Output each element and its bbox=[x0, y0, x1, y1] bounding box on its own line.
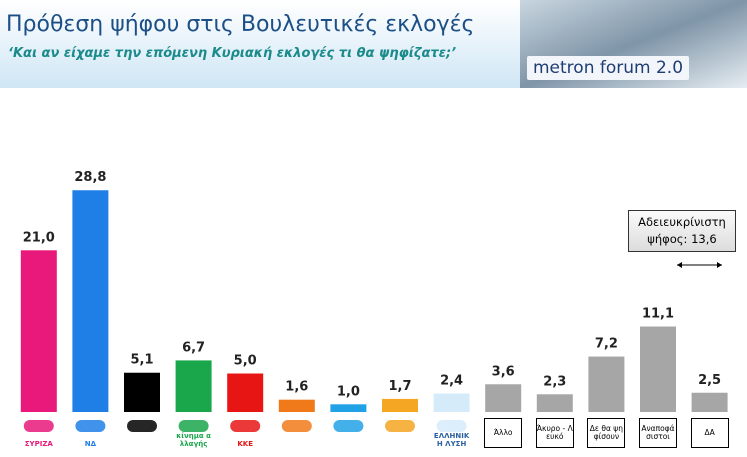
category-label: ΕΛΛΗΝΙΚΗ ΛΥΣΗ bbox=[433, 432, 470, 448]
value-label: 2,5 bbox=[698, 373, 721, 388]
party-logo bbox=[333, 420, 364, 432]
category-label: Δε θα ψηφίσουν bbox=[587, 418, 626, 448]
category-label: Αναποφάσιστοι bbox=[639, 418, 677, 448]
header-band bbox=[0, 0, 520, 88]
value-label: 2,4 bbox=[440, 374, 463, 389]
annotation-line: Αδειευκρίνιστη bbox=[638, 215, 726, 229]
bar bbox=[175, 360, 212, 412]
category-label: ΣΥΡΙΖΑ bbox=[24, 440, 53, 448]
category-label: κίνημα αλλαγής bbox=[176, 432, 211, 448]
bar bbox=[485, 384, 522, 412]
bar bbox=[536, 394, 573, 412]
value-label: 7,2 bbox=[595, 337, 618, 352]
party-logo bbox=[127, 420, 157, 432]
party-logo bbox=[385, 420, 415, 432]
party-logo bbox=[230, 420, 261, 432]
value-label: 1,7 bbox=[388, 379, 411, 394]
brand: metron forum 2.0 bbox=[527, 56, 690, 80]
value-label: 28,8 bbox=[74, 170, 106, 185]
value-label: 2,3 bbox=[543, 374, 566, 389]
value-label: 6,7 bbox=[182, 340, 205, 355]
chart-subtitle: ‘Και αν είχαμε την επόμενη Κυριακή εκλογ… bbox=[8, 46, 457, 61]
value-label: 11,1 bbox=[642, 307, 674, 322]
bar bbox=[691, 392, 728, 412]
category-label: ΔΑ bbox=[690, 418, 729, 448]
value-label: 5,0 bbox=[234, 354, 257, 369]
party-logo bbox=[178, 420, 209, 432]
bar bbox=[278, 399, 315, 412]
annotation: Αδειευκρίνιστη ψήφος: 13,6 bbox=[628, 210, 736, 252]
bar bbox=[124, 372, 160, 412]
bar bbox=[20, 250, 57, 412]
bar bbox=[72, 190, 109, 412]
category-label: ΝΔ bbox=[84, 440, 97, 448]
value-label: 21,0 bbox=[23, 230, 55, 245]
annotation-line: ψήφος: 13,6 bbox=[647, 232, 717, 246]
bar bbox=[640, 326, 676, 412]
party-logo bbox=[281, 420, 312, 432]
bar bbox=[382, 398, 418, 412]
party-logo bbox=[75, 420, 106, 432]
bar bbox=[588, 356, 625, 412]
arrow-heads bbox=[677, 262, 722, 268]
value-label: 3,6 bbox=[492, 364, 515, 379]
category-label: ΚΚΕ bbox=[237, 440, 253, 448]
party-logo bbox=[436, 420, 467, 432]
value-label: 1,0 bbox=[337, 384, 360, 399]
party-logo bbox=[23, 420, 54, 432]
bar bbox=[227, 373, 264, 412]
value-label: 5,1 bbox=[130, 353, 153, 368]
category-label: Άκυρο - Λευκό bbox=[535, 418, 574, 448]
category-label: Άλλο bbox=[484, 418, 523, 448]
bar bbox=[433, 393, 470, 412]
bar bbox=[330, 404, 367, 412]
value-label: 1,6 bbox=[285, 380, 308, 395]
chart-title: Πρόθεση ψήφου στις Βουλευτικές εκλογές bbox=[6, 12, 475, 37]
